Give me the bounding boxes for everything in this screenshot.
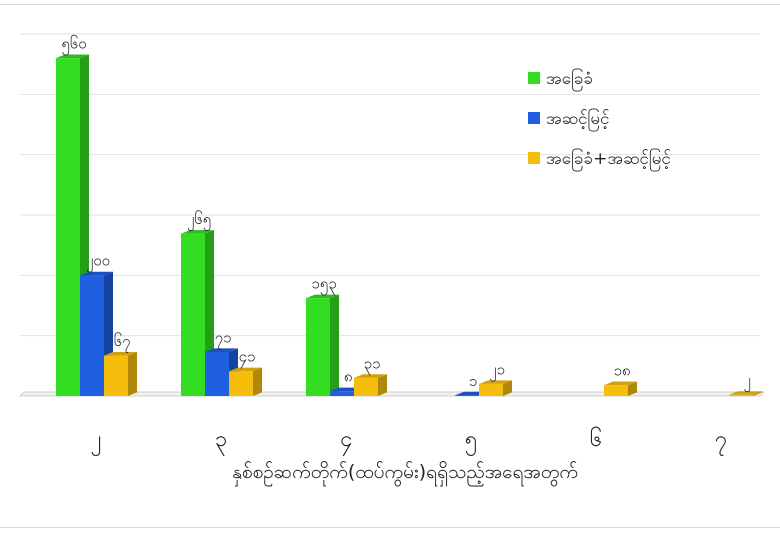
bar [229, 367, 262, 396]
bar-side [253, 367, 262, 396]
bar-front [455, 395, 479, 396]
bar-top [354, 374, 387, 378]
bar-front [354, 377, 378, 396]
data-label: ၈ [344, 368, 353, 386]
bottom-border [0, 527, 780, 528]
data-label: ၇၁ [215, 328, 232, 349]
x-tick-labels: ၂ ၃ ၄ ၅ ၆ ၇ [91, 426, 728, 456]
x-tick-label: ၇ [715, 427, 727, 456]
bar-front [229, 371, 253, 396]
bar-front [104, 355, 128, 396]
data-label: ၃၁ [364, 354, 381, 375]
x-tick-label: ၅ [465, 427, 477, 456]
bar-top [181, 230, 214, 234]
top-border [0, 4, 780, 5]
x-axis-title: နှစ်စဉ်ဆက်တိုက်(ထပ်ကွမ်း)ရရှိသည့်အရေအတွက… [232, 460, 578, 487]
bar-top [604, 381, 637, 386]
data-label: ၂၆၅ [187, 210, 211, 231]
x-tick-label: ၃ [215, 427, 227, 456]
bar [306, 294, 339, 396]
legend-label: အဆင့်မြင့် [546, 107, 609, 132]
data-label: ၄၁ [239, 348, 256, 369]
bar-side [628, 381, 637, 396]
legend-label: အခြေခံ+အဆင့်မြင့် [546, 147, 671, 172]
data-label: ၂၁ [489, 360, 505, 381]
bar-front [56, 58, 80, 397]
bar-top [104, 351, 137, 356]
legend-label: အခြေခံ [546, 67, 593, 92]
legend: အခြေခံအဆင့်မြင့်အခြေခံ+အဆင့်မြင့် [528, 67, 671, 172]
data-label: ၂၀၀ [86, 252, 110, 273]
legend-swatch [528, 152, 540, 164]
bar-front [729, 394, 753, 396]
bar-side [378, 374, 387, 396]
x-tick-label: ၆ [590, 426, 602, 452]
data-label: ၁၅၃ [311, 275, 336, 296]
bar-side [503, 380, 512, 396]
legend-swatch [528, 112, 540, 124]
bar-top [729, 391, 762, 395]
bar-front [181, 233, 205, 396]
bar-top [205, 348, 238, 352]
bar-front [306, 298, 330, 396]
x-tick-label: ၂ [91, 427, 102, 456]
bar-front [330, 391, 354, 396]
x-tick-label: ၄ [340, 427, 352, 456]
bar [354, 374, 387, 396]
data-label: ၂ [743, 371, 750, 392]
data-label: ၁၈ [613, 362, 630, 380]
bar-top [479, 380, 512, 384]
bar-front [479, 383, 503, 396]
bar [479, 380, 512, 396]
bar-side [753, 391, 762, 396]
bar-side [128, 351, 137, 396]
bar-front [205, 351, 229, 396]
bar-top [306, 294, 339, 299]
bar-top [80, 271, 113, 276]
bar-top [229, 367, 262, 372]
data-label: ၆၇ [114, 332, 131, 353]
bar [104, 351, 137, 396]
data-label: ၅၆၀ [61, 35, 86, 56]
bar-front [604, 385, 628, 396]
bar-front [80, 275, 104, 396]
bar-side [330, 294, 339, 396]
bars [56, 54, 762, 397]
bar-top [56, 54, 89, 59]
data-label: ၁ [469, 372, 477, 390]
bar [604, 381, 637, 396]
gridlines [18, 33, 766, 397]
legend-swatch [528, 72, 540, 84]
bar [729, 391, 762, 396]
